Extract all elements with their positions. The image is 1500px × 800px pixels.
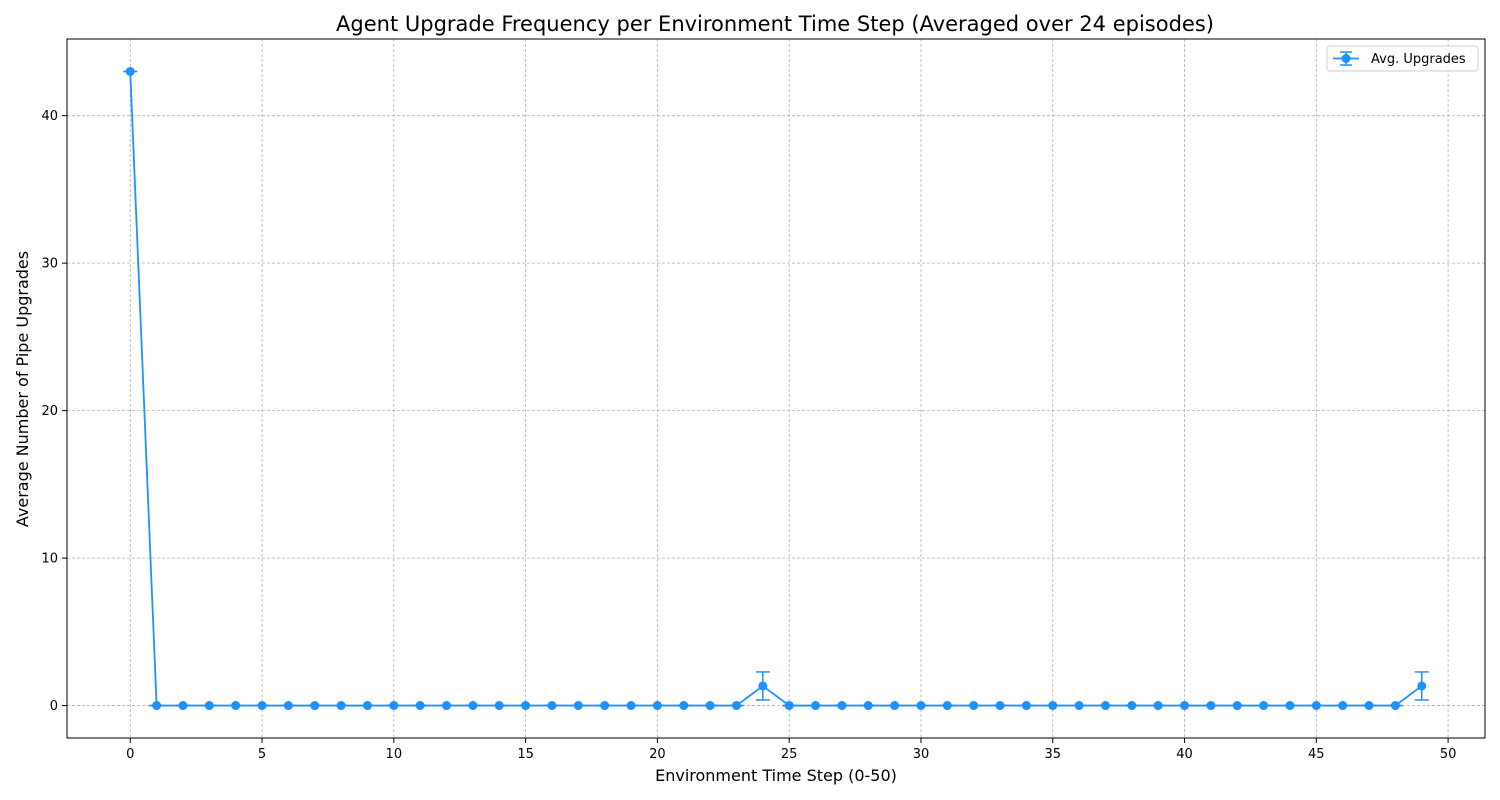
legend-swatch bbox=[1333, 51, 1359, 66]
x-axis-ticks: 0 5 10 15 20 25 30 35 40 45 50 bbox=[126, 738, 1456, 762]
data-point bbox=[969, 701, 979, 711]
x-tick-label: 15 bbox=[517, 747, 534, 762]
data-point bbox=[336, 701, 346, 711]
data-point bbox=[1180, 701, 1190, 711]
data-point bbox=[257, 701, 267, 711]
x-tick-label: 50 bbox=[1440, 747, 1457, 762]
data-point bbox=[916, 701, 926, 711]
x-tick-label: 5 bbox=[258, 747, 266, 762]
y-tick-label: 20 bbox=[41, 404, 58, 419]
y-tick-label: 10 bbox=[41, 552, 58, 567]
data-point bbox=[521, 701, 531, 711]
x-tick-label: 20 bbox=[649, 747, 666, 762]
data-point bbox=[125, 66, 135, 76]
data-point bbox=[204, 701, 214, 711]
data-point bbox=[573, 701, 583, 711]
x-axis-label: Environment Time Step (0-50) bbox=[655, 766, 897, 785]
data-point bbox=[1417, 681, 1427, 691]
data-point bbox=[231, 701, 241, 711]
x-tick-label: 10 bbox=[386, 747, 403, 762]
plot-frame bbox=[66, 38, 1486, 739]
data-point bbox=[995, 701, 1005, 711]
data-point bbox=[1364, 701, 1374, 711]
data-point bbox=[178, 701, 188, 711]
series-layer bbox=[123, 66, 1429, 711]
legend: Avg. Upgrades bbox=[1326, 45, 1479, 72]
data-point bbox=[890, 701, 900, 711]
x-tick-label: 40 bbox=[1176, 747, 1193, 762]
y-axis-label: Average Number of Pipe Upgrades bbox=[13, 251, 32, 527]
y-tick-label: 40 bbox=[41, 109, 58, 124]
data-point bbox=[679, 701, 689, 711]
data-point bbox=[389, 701, 399, 711]
data-point bbox=[1074, 701, 1084, 711]
data-point bbox=[494, 701, 504, 711]
data-point bbox=[811, 701, 821, 711]
data-point bbox=[1285, 701, 1295, 711]
data-point bbox=[442, 701, 452, 711]
legend-box bbox=[1326, 45, 1479, 72]
data-point bbox=[1311, 701, 1321, 711]
data-point bbox=[152, 701, 162, 711]
data-point bbox=[1390, 701, 1400, 711]
data-point bbox=[1338, 701, 1348, 711]
legend-swatch-marker bbox=[1341, 54, 1351, 63]
data-point bbox=[1048, 701, 1058, 711]
data-point bbox=[731, 701, 741, 711]
data-point bbox=[705, 701, 715, 711]
data-point bbox=[863, 701, 873, 711]
x-tick-label: 25 bbox=[781, 747, 798, 762]
x-tick-label: 0 bbox=[126, 747, 134, 762]
data-point bbox=[942, 701, 952, 711]
data-point bbox=[362, 701, 372, 711]
data-point bbox=[837, 701, 847, 711]
data-point bbox=[415, 701, 425, 711]
chart-title: Agent Upgrade Frequency per Environment … bbox=[336, 12, 1214, 36]
x-tick-label: 30 bbox=[913, 747, 930, 762]
y-tick-label: 0 bbox=[50, 699, 58, 714]
data-point bbox=[600, 701, 610, 711]
data-point bbox=[547, 701, 557, 711]
y-axis-ticks: 0 10 20 30 40 bbox=[41, 109, 67, 714]
x-tick-label: 45 bbox=[1308, 747, 1325, 762]
data-point bbox=[1153, 701, 1163, 711]
data-point bbox=[1100, 701, 1110, 711]
data-point bbox=[1127, 701, 1137, 711]
data-point bbox=[468, 701, 478, 711]
legend-label: Avg. Upgrades bbox=[1371, 52, 1466, 67]
data-point bbox=[283, 701, 293, 711]
data-point bbox=[1232, 701, 1242, 711]
data-point bbox=[1206, 701, 1216, 711]
grid bbox=[67, 39, 1485, 738]
data-point bbox=[626, 701, 636, 711]
data-point bbox=[652, 701, 662, 711]
data-point bbox=[310, 701, 320, 711]
data-point bbox=[758, 681, 768, 691]
data-point bbox=[1021, 701, 1031, 711]
data-point bbox=[1259, 701, 1269, 711]
data-point bbox=[784, 701, 794, 711]
x-tick-label: 35 bbox=[1044, 747, 1061, 762]
y-tick-label: 30 bbox=[41, 257, 58, 272]
series-line bbox=[129, 71, 1423, 707]
